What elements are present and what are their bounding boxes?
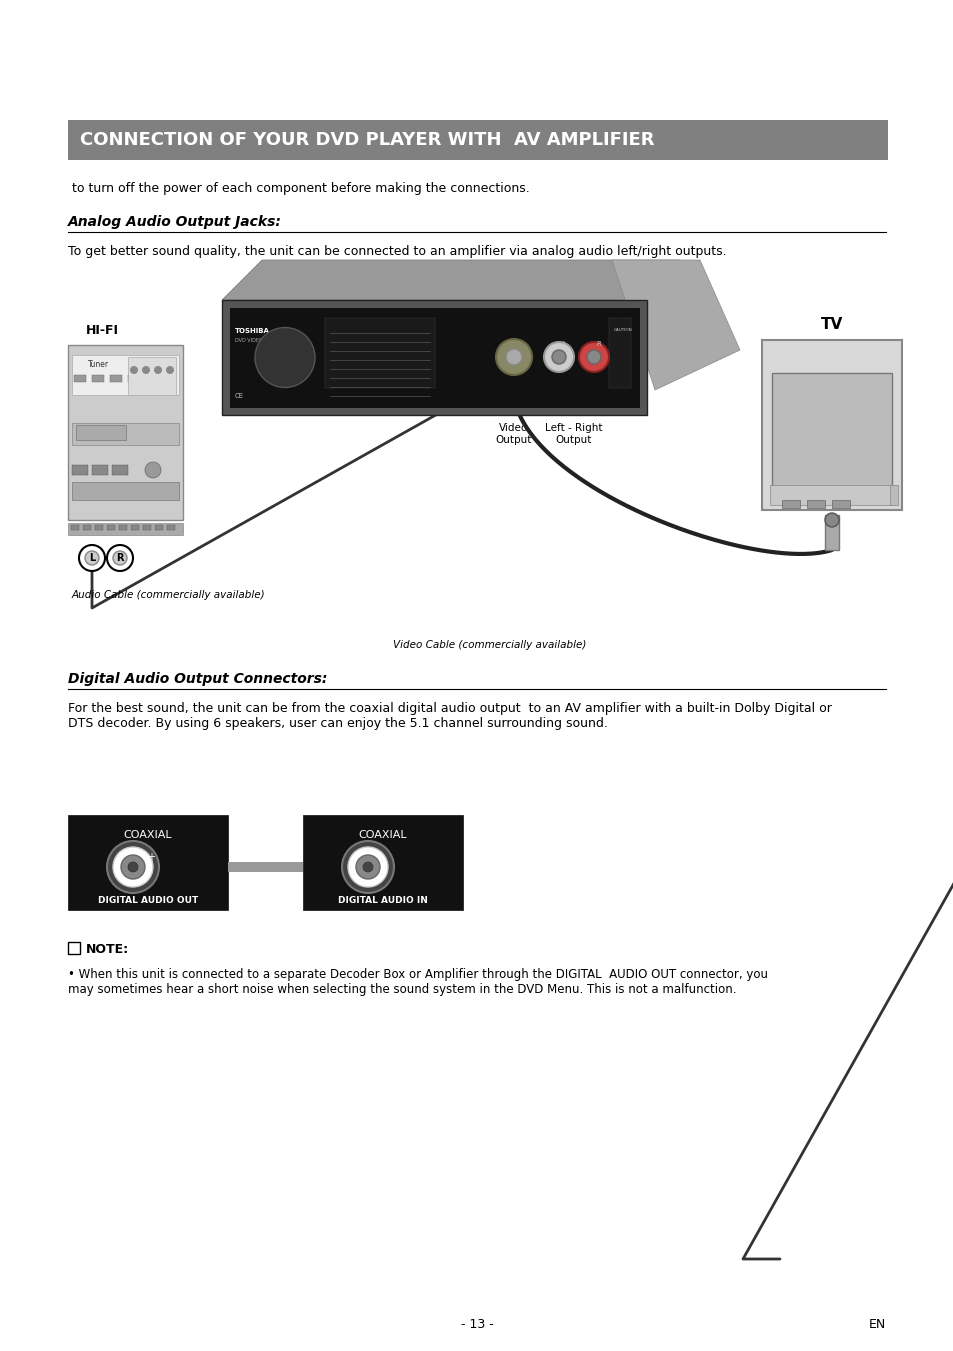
Circle shape (496, 339, 532, 376)
Bar (781, 500, 800, 508)
Text: DVD VIDEO PLAYER: DVD VIDEO PLAYER (234, 338, 282, 343)
Bar (167, 526, 174, 530)
Bar (230, 308, 639, 407)
Text: NOTE:: NOTE: (86, 943, 129, 957)
Bar (769, 485, 893, 505)
Circle shape (107, 544, 132, 571)
Bar (143, 526, 151, 530)
Text: R: R (596, 340, 600, 347)
Circle shape (107, 842, 159, 893)
Text: TV: TV (820, 317, 842, 332)
Bar (76, 426, 126, 440)
Circle shape (142, 366, 150, 374)
Circle shape (586, 350, 600, 363)
Text: Audio Cable (commercially available): Audio Cable (commercially available) (71, 590, 265, 600)
Bar (74, 376, 86, 382)
Text: TOSHIBA: TOSHIBA (234, 328, 270, 334)
Bar (128, 357, 175, 394)
Text: CONNECTION OF YOUR DVD PLAYER WITH  AV AMPLIFIER: CONNECTION OF YOUR DVD PLAYER WITH AV AM… (80, 131, 654, 149)
Circle shape (363, 862, 373, 871)
Bar (95, 526, 103, 530)
Text: COAXIAL: COAXIAL (358, 830, 407, 840)
Text: Video Cable (commercially available): Video Cable (commercially available) (393, 640, 586, 650)
Bar (824, 515, 838, 550)
Circle shape (824, 513, 838, 527)
Circle shape (145, 462, 161, 478)
Text: Digital Audio Output Connectors:: Digital Audio Output Connectors: (68, 671, 327, 686)
Text: EN: EN (868, 1319, 885, 1331)
Text: DIGITAL AUDIO IN: DIGITAL AUDIO IN (337, 896, 428, 905)
Circle shape (121, 855, 145, 880)
Bar (68, 345, 183, 520)
Bar (83, 526, 91, 530)
Text: • When this unit is connected to a separate Decoder Box or Amplifier through the: • When this unit is connected to a separ… (68, 969, 767, 996)
Bar (91, 465, 108, 476)
Circle shape (153, 366, 162, 374)
Text: CAUTION: CAUTION (614, 328, 632, 332)
Bar (68, 523, 183, 535)
Circle shape (79, 544, 105, 571)
Text: DIGITAL AUDIO OUT: DIGITAL AUDIO OUT (98, 896, 198, 905)
Bar (68, 942, 80, 954)
Bar (761, 340, 901, 509)
Text: Analog Audio Output Jacks:: Analog Audio Output Jacks: (68, 215, 281, 230)
Circle shape (254, 327, 314, 388)
Text: For the best sound, the unit can be from the coaxial digital audio output  to an: For the best sound, the unit can be from… (68, 703, 831, 730)
Text: To get better sound quality, the unit can be connected to an amplifier via analo: To get better sound quality, the unit ca… (68, 245, 726, 258)
Text: COAXIAL: COAXIAL (124, 830, 172, 840)
Bar (889, 485, 897, 505)
Bar (131, 526, 139, 530)
Text: Video
Output: Video Output (496, 423, 532, 446)
Circle shape (166, 366, 173, 374)
Circle shape (130, 366, 138, 374)
Text: CE: CE (234, 393, 244, 399)
Bar (71, 526, 79, 530)
Bar (107, 526, 115, 530)
Bar (831, 500, 849, 508)
Bar (91, 376, 104, 382)
Polygon shape (222, 259, 679, 300)
Text: Left - Right
Output: Left - Right Output (545, 423, 602, 446)
Circle shape (348, 847, 388, 888)
Bar (806, 500, 824, 508)
Bar (71, 465, 88, 476)
Bar (128, 376, 140, 382)
Circle shape (128, 862, 138, 871)
Circle shape (543, 342, 574, 372)
Bar (119, 526, 127, 530)
Circle shape (355, 855, 379, 880)
Bar (325, 317, 435, 388)
Circle shape (552, 350, 565, 363)
Bar (222, 300, 646, 415)
Circle shape (578, 342, 608, 372)
Bar (71, 482, 179, 500)
Circle shape (341, 842, 394, 893)
Bar (68, 815, 228, 911)
Text: +: + (147, 852, 154, 862)
Text: HI-FI: HI-FI (86, 324, 119, 336)
Text: L: L (89, 553, 95, 563)
Text: Tuner: Tuner (88, 359, 109, 369)
Bar (303, 815, 462, 911)
Bar (146, 376, 158, 382)
Bar (608, 317, 630, 388)
Bar (110, 376, 122, 382)
Circle shape (85, 551, 99, 565)
Bar (771, 373, 891, 499)
Polygon shape (612, 259, 740, 390)
Bar (71, 423, 179, 444)
Text: R: R (116, 553, 124, 563)
Bar (71, 355, 179, 394)
Bar (112, 465, 128, 476)
Circle shape (505, 349, 521, 365)
Circle shape (112, 551, 127, 565)
Bar (68, 120, 887, 159)
Text: - 13 -: - 13 - (460, 1319, 493, 1331)
Text: L: L (561, 340, 565, 347)
Bar (154, 526, 163, 530)
Circle shape (112, 847, 152, 888)
Text: to turn off the power of each component before making the connections.: to turn off the power of each component … (68, 182, 529, 195)
Bar (228, 862, 303, 871)
